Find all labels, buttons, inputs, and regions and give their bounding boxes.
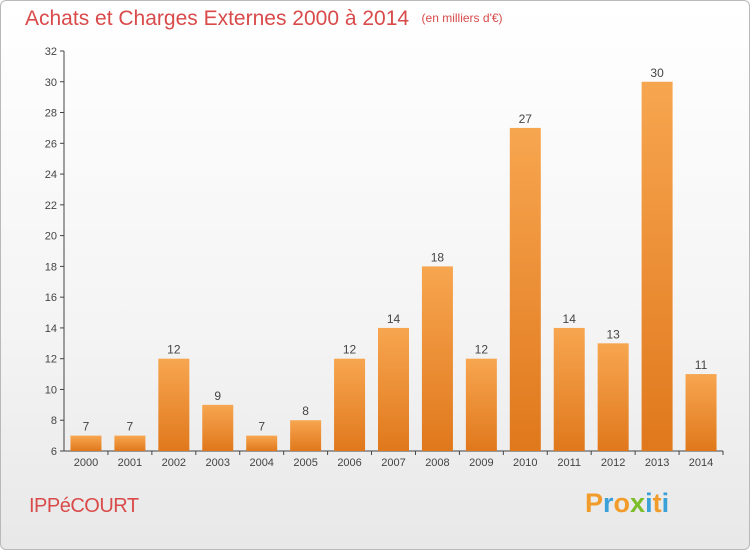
x-tick-label: 2004 [249,457,273,469]
x-tick-label: 2013 [645,457,669,469]
x-tick-label: 2008 [425,457,449,469]
title-row: Achats et Charges Externes 2000 à 2014 (… [25,7,503,31]
x-tick-label: 2010 [513,457,537,469]
bar-2010 [509,127,541,451]
logo-letter: o [613,488,631,518]
value-label-2000: 7 [83,420,90,434]
value-label-2006: 12 [343,343,357,357]
value-label-2004: 7 [258,420,265,434]
bar-2013 [641,81,673,452]
y-tick-label: 28 [45,108,57,120]
bar-2006 [334,358,366,451]
x-tick-label: 2006 [337,457,361,469]
bar-2003 [202,404,234,451]
value-label-2013: 30 [650,66,664,80]
value-label-2003: 9 [214,389,221,403]
x-tick-label: 2005 [293,457,317,469]
x-tick-label: 2012 [601,457,625,469]
bar-2002 [158,358,190,451]
proxiti-logo[interactable]: Proxiti [585,488,669,519]
logo-letter: x [630,488,646,518]
bar-2014 [685,374,717,451]
logo-letter: i [661,488,670,518]
value-label-2008: 18 [431,250,445,264]
logo-letter: r [603,488,614,518]
value-label-2014: 11 [695,358,708,372]
bar-2011 [553,327,585,451]
chart-title: Achats et Charges Externes 2000 à 2014 [25,7,410,30]
y-tick-label: 12 [45,354,57,366]
bar-2012 [597,343,629,451]
x-tick-label: 2009 [469,457,493,469]
bar-2000 [70,435,102,451]
y-tick-label: 16 [45,292,57,304]
y-tick-label: 10 [45,384,57,396]
value-label-2007: 14 [387,312,401,326]
value-label-2005: 8 [302,404,309,418]
place-name: IPPéCOURT [29,495,139,517]
y-tick-label: 14 [45,323,57,335]
bar-2005 [290,420,322,451]
bars [70,81,717,452]
x-tick-label: 2007 [381,457,405,469]
y-tick-label: 18 [45,261,57,273]
logo-letter: i [645,488,653,518]
value-label-2009: 12 [475,343,489,357]
bar-2004 [246,435,278,451]
y-tick-label: 22 [45,200,57,212]
value-label-2001: 7 [127,420,134,434]
bar-2009 [465,358,497,451]
value-label-2010: 27 [519,112,533,126]
value-label-2012: 13 [606,327,620,341]
chart-unit: (en milliers d'€) [421,11,503,25]
value-label-2011: 14 [563,312,577,326]
value-label-2002: 12 [167,343,181,357]
bar-2008 [421,266,453,451]
x-tick-label: 2014 [689,457,713,469]
x-tick-label: 2001 [118,457,142,469]
y-tick-label: 24 [45,169,57,181]
logo-letter: P [585,488,604,518]
bar-2007 [378,327,409,451]
y-tick-label: 30 [45,77,57,89]
x-tick-label: 2003 [206,457,230,469]
bar-2001 [114,435,146,451]
y-axis: 6 8 10 12 14 16 18 20 22 24 26 28 30 32 [45,46,65,458]
logo-letter: t [652,488,662,518]
x-axis: 2000 2001 2002 2003 2004 2005 2006 2007 2008 2009… [64,450,724,469]
y-tick-label: 32 [45,46,57,58]
value-labels: 7 7 12 9 7 8 12 14 18 12 27 14 13 30 11 [83,66,708,434]
y-tick-label: 6 [51,446,57,458]
y-tick-label: 8 [51,415,57,427]
y-tick-label: 20 [45,231,57,243]
x-tick-label: 2000 [74,457,98,469]
x-tick-label: 2011 [557,457,581,469]
x-tick-label: 2002 [162,457,186,469]
y-tick-label: 26 [45,138,57,150]
